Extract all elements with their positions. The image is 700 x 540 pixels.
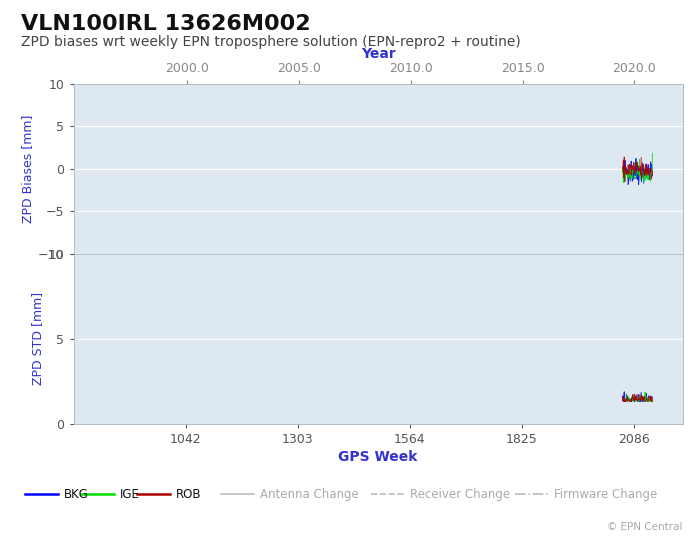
Text: Antenna Change: Antenna Change: [260, 488, 358, 501]
Text: VLN100IRL 13626M002: VLN100IRL 13626M002: [21, 14, 311, 33]
Text: BKG: BKG: [64, 488, 89, 501]
X-axis label: GPS Week: GPS Week: [338, 450, 418, 464]
Y-axis label: ZPD Biases [mm]: ZPD Biases [mm]: [21, 114, 34, 223]
Text: © EPN Central: © EPN Central: [607, 522, 682, 532]
Text: Firmware Change: Firmware Change: [554, 488, 657, 501]
Y-axis label: ZPD STD [mm]: ZPD STD [mm]: [32, 292, 44, 386]
Text: ROB: ROB: [176, 488, 201, 501]
Text: ZPD biases wrt weekly EPN troposphere solution (EPN-repro2 + routine): ZPD biases wrt weekly EPN troposphere so…: [21, 35, 521, 49]
Text: IGE: IGE: [120, 488, 139, 501]
X-axis label: Year: Year: [360, 46, 395, 60]
Text: Receiver Change: Receiver Change: [410, 488, 510, 501]
